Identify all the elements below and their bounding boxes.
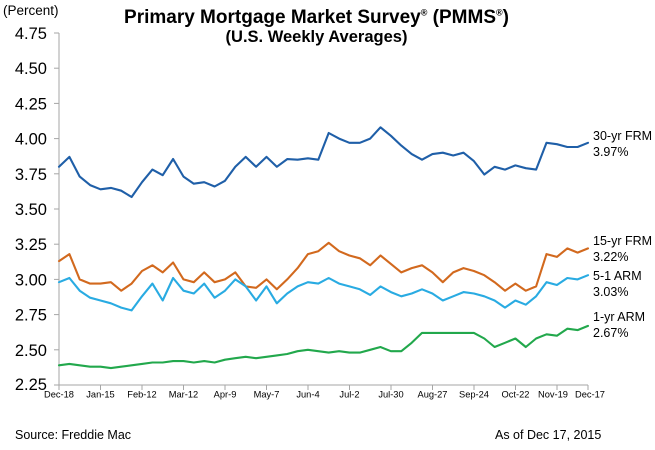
svg-text:3.22%: 3.22%	[593, 250, 628, 264]
svg-text:May-7: May-7	[254, 390, 280, 400]
svg-text:5-1 ARM: 5-1 ARM	[593, 269, 642, 283]
svg-text:Apr-9: Apr-9	[214, 390, 237, 400]
svg-text:Sep-24: Sep-24	[459, 390, 489, 400]
svg-text:Oct-22: Oct-22	[502, 390, 530, 400]
svg-text:2.25: 2.25	[15, 376, 47, 394]
svg-text:Dec-17: Dec-17	[575, 390, 605, 400]
svg-text:3.75: 3.75	[15, 166, 47, 184]
svg-text:15-yr FRM: 15-yr FRM	[593, 234, 652, 248]
svg-text:Jul-30: Jul-30	[378, 390, 403, 400]
svg-text:Jun-4: Jun-4	[296, 390, 319, 400]
svg-text:Nov-19: Nov-19	[538, 390, 568, 400]
svg-text:3.00: 3.00	[15, 271, 47, 289]
svg-text:2.50: 2.50	[15, 342, 47, 360]
svg-text:1-yr ARM: 1-yr ARM	[593, 310, 645, 324]
svg-text:2.75: 2.75	[15, 307, 47, 325]
svg-text:Aug-27: Aug-27	[418, 390, 448, 400]
svg-text:Feb-12: Feb-12	[127, 390, 156, 400]
svg-text:3.25: 3.25	[15, 236, 47, 254]
svg-text:4.75: 4.75	[15, 25, 47, 43]
svg-text:4.00: 4.00	[15, 131, 47, 149]
svg-text:Dec-18: Dec-18	[44, 390, 74, 400]
svg-text:Mar-12: Mar-12	[169, 390, 198, 400]
svg-text:3.03%: 3.03%	[593, 285, 628, 299]
svg-text:3.50: 3.50	[15, 201, 47, 219]
svg-text:30-yr FRM: 30-yr FRM	[593, 129, 652, 143]
svg-text:4.50: 4.50	[15, 60, 47, 78]
svg-text:2.67%: 2.67%	[593, 326, 628, 340]
svg-text:Jan-15: Jan-15	[86, 390, 114, 400]
svg-text:4.25: 4.25	[15, 95, 47, 113]
svg-text:3.97%: 3.97%	[593, 145, 628, 159]
svg-text:Jul-2: Jul-2	[339, 390, 359, 400]
